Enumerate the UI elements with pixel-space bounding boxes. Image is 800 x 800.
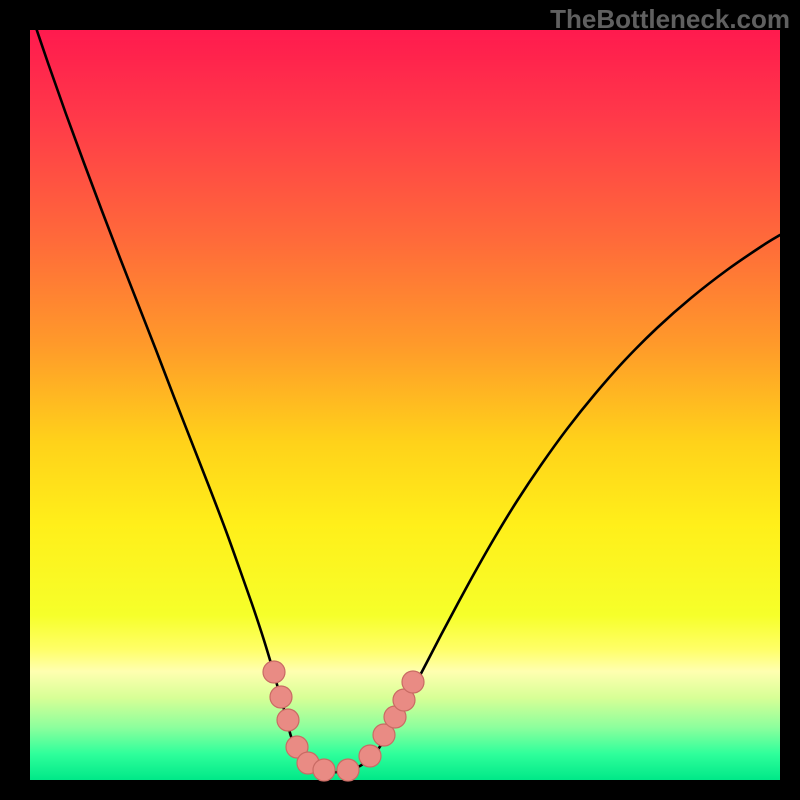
chart-frame: TheBottleneck.com (0, 0, 800, 800)
marker-dot (270, 686, 292, 708)
bottleneck-chart (0, 0, 800, 800)
marker-dot (263, 661, 285, 683)
marker-dot (402, 671, 424, 693)
plot-area (30, 30, 780, 780)
marker-dot (277, 709, 299, 731)
marker-dot (313, 759, 335, 781)
marker-dot (337, 759, 359, 781)
watermark-text: TheBottleneck.com (550, 4, 790, 35)
marker-dot (359, 745, 381, 767)
